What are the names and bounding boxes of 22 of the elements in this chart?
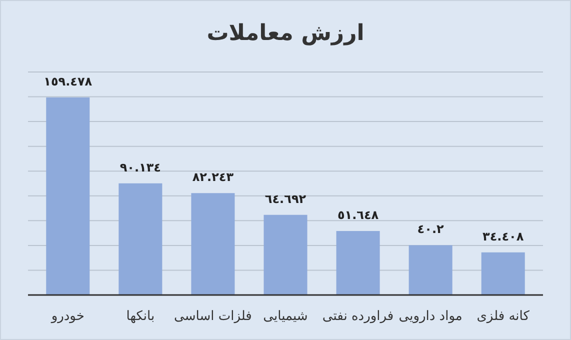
bar <box>118 183 162 295</box>
bar <box>336 231 380 295</box>
x-tick-label: بانکها <box>126 309 155 324</box>
x-tick-label: شیمیایی <box>263 309 308 324</box>
data-label: ١٥٩.٤٧٨ <box>44 74 93 88</box>
bar <box>264 214 308 295</box>
x-tick-label: کانه فلزی <box>476 309 530 324</box>
x-tick-label: فراورده نفتی <box>322 309 394 324</box>
bar <box>46 97 90 295</box>
x-tick-label: فلزات اساسی <box>174 309 252 324</box>
data-label: ٦٤.٦٩٢ <box>264 192 307 206</box>
x-tick-label: خودرو <box>50 309 84 324</box>
bar <box>481 252 525 295</box>
x-tick-label: مواد دارویی <box>398 309 462 324</box>
bar <box>408 245 452 295</box>
data-label: ٥١.٦٤٨ <box>337 208 380 222</box>
chart-title: ارزش معاملات <box>206 21 364 46</box>
data-label: ٤٠.٢ <box>417 222 445 236</box>
data-label: ٣٤.٤٠٨ <box>482 229 524 244</box>
data-label: ٩٠.١٣٤ <box>120 160 162 174</box>
bar <box>191 193 235 295</box>
data-label: ٨٢.٢٤٣ <box>192 170 234 184</box>
